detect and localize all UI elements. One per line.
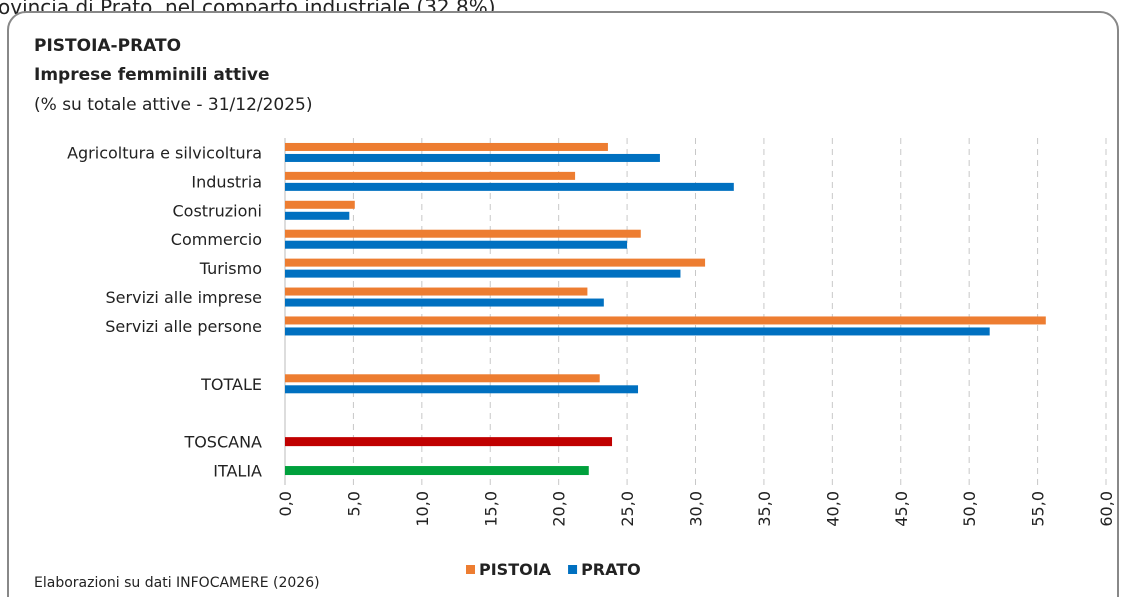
x-tick-label: 20,0	[550, 491, 569, 527]
bar	[285, 153, 660, 162]
bar	[285, 240, 628, 249]
y-tick-label: Commercio	[171, 230, 262, 249]
x-tick-label: 15,0	[481, 491, 500, 527]
x-tick-label: 40,0	[823, 491, 842, 527]
bar	[285, 142, 608, 151]
bar	[285, 298, 604, 307]
legend-swatch	[568, 565, 578, 574]
bar	[285, 269, 681, 278]
x-tick-label: 10,0	[413, 491, 432, 527]
bar	[285, 211, 350, 220]
x-tick-label: 35,0	[755, 491, 774, 527]
y-tick-label: Agricoltura e silvicoltura	[67, 143, 262, 162]
bar	[285, 229, 641, 238]
x-tick-label: 60,0	[1097, 491, 1116, 527]
y-tick-label: TOTALE	[200, 375, 262, 394]
bar	[285, 316, 1046, 325]
bar	[285, 258, 706, 267]
x-tick-label: 30,0	[687, 491, 706, 527]
y-tick-label: Costruzioni	[172, 201, 262, 220]
chart-title: PISTOIA-PRATO	[34, 36, 181, 56]
x-tick-label: 5,0	[344, 491, 363, 516]
y-tick-label: TOSCANA	[183, 433, 262, 452]
y-tick-label: Industria	[191, 172, 262, 191]
y-tick-label: Servizi alle imprese	[106, 288, 262, 307]
x-tick-label: 45,0	[892, 491, 911, 527]
bar	[285, 466, 589, 476]
x-tick-label: 55,0	[1029, 491, 1048, 527]
chart-note: (% su totale attive - 31/12/2025)	[34, 95, 313, 115]
bar	[285, 182, 734, 191]
bar	[285, 327, 990, 336]
y-tick-label: ITALIA	[213, 462, 262, 481]
bar	[285, 200, 355, 209]
y-tick-label: Turismo	[199, 259, 262, 278]
x-tick-label: 25,0	[618, 491, 637, 527]
bar	[285, 374, 600, 383]
bar	[285, 171, 576, 180]
bar	[285, 287, 588, 296]
x-tick-label: 50,0	[960, 491, 979, 527]
bar	[285, 385, 639, 394]
chart-subtitle: Imprese femminili attive	[34, 65, 270, 85]
x-tick-label: 0,0	[276, 491, 295, 516]
y-tick-label: Servizi alle persone	[105, 317, 262, 336]
legend-swatch	[466, 565, 475, 574]
bar	[285, 437, 613, 447]
legend-label: PISTOIA	[479, 560, 552, 579]
source: Elaborazioni su dati INFOCAMERE (2026)	[34, 575, 320, 591]
legend-label: PRATO	[581, 560, 641, 579]
